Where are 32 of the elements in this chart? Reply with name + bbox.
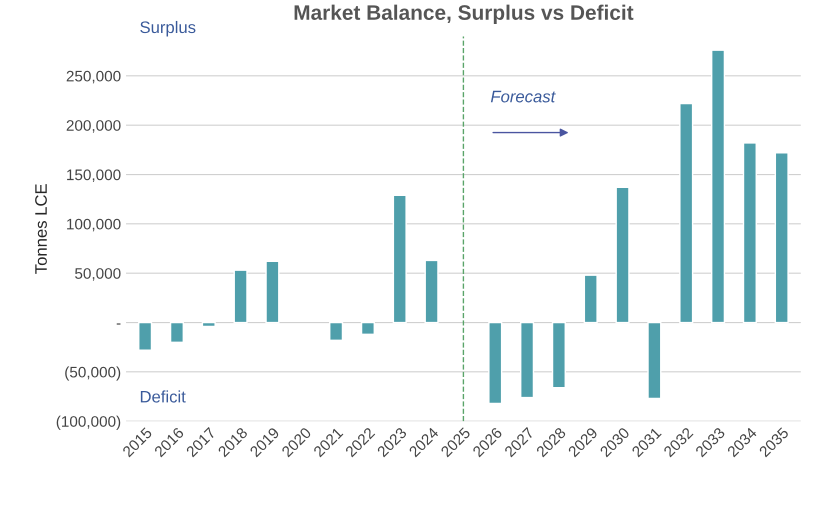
bar [584,274,598,324]
y-tick-label: (50,000) [65,366,120,381]
bar [170,322,184,343]
y-tick-label: 150,000 [67,169,121,182]
bar [138,322,152,351]
bar [679,102,694,324]
y-tick-label: 200,000 [66,120,121,133]
bar [329,322,344,341]
bar [774,152,789,324]
bar [742,142,757,324]
annotation: Forecast [490,90,556,102]
annotation: Deficit [140,390,186,403]
bar [616,186,630,324]
bar [265,260,280,324]
bar [647,322,662,400]
y-tick-label: 50,000 [75,268,121,281]
bar [520,322,534,398]
y-tick-label: 250,000 [66,70,121,84]
y-tick-label: (100,000) [56,416,120,430]
bar [488,322,502,404]
annotation: Surplus [140,20,196,36]
y-tick-label: - [116,323,120,325]
y-axis-title: Tonnes LCE [35,184,47,274]
bar [552,322,566,388]
bar [202,322,216,328]
bar [360,322,375,336]
bar [234,270,248,324]
bar [424,260,439,324]
chart-title: Market Balance, Surplus vs Deficit [294,4,634,24]
bar [710,50,726,324]
y-tick-label: 100,000 [67,218,121,232]
bar [392,194,407,324]
